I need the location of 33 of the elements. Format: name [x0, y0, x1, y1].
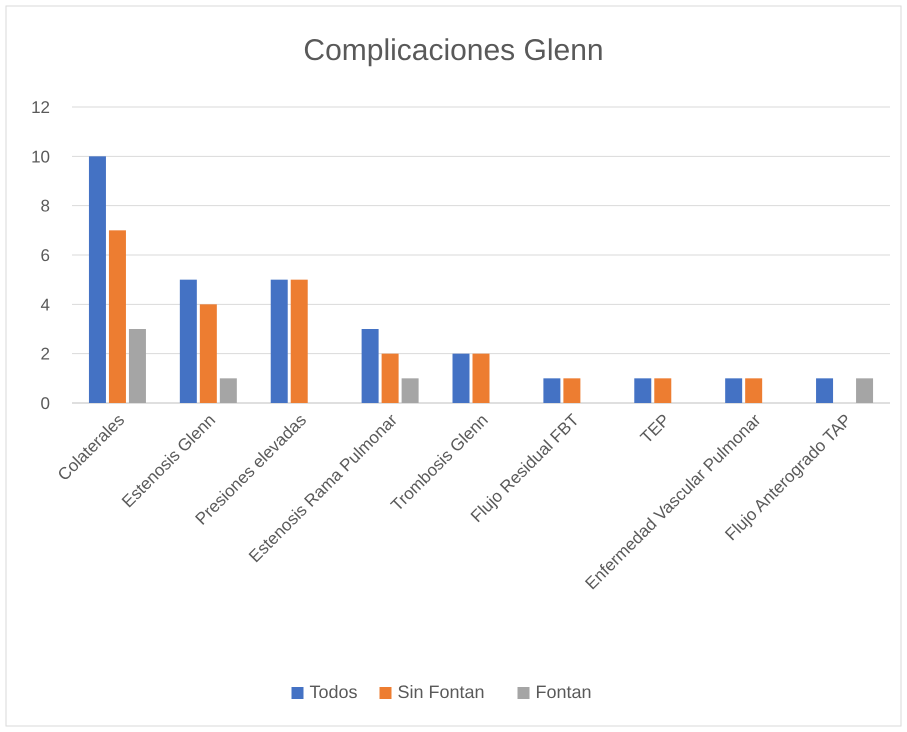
y-tick-label: 2	[40, 344, 50, 364]
legend-label: Fontan	[536, 682, 592, 702]
legend-label: Todos	[310, 682, 358, 702]
bar	[472, 354, 490, 403]
bar	[270, 280, 288, 403]
bar	[180, 280, 197, 403]
y-tick-label: 6	[40, 246, 50, 265]
bar	[128, 329, 146, 403]
bar	[108, 230, 126, 403]
bar	[543, 378, 560, 403]
bar	[290, 280, 308, 403]
bar	[634, 378, 652, 403]
bar	[88, 156, 106, 403]
legend-label: Sin Fontan	[398, 682, 485, 702]
y-tick-label: 0	[40, 394, 50, 413]
bar	[563, 378, 580, 403]
y-tick-label: 8	[40, 196, 50, 216]
bar	[362, 329, 379, 403]
bar	[220, 378, 237, 403]
y-tick-label: 4	[40, 295, 50, 314]
bar	[856, 378, 874, 403]
bar	[452, 354, 470, 403]
bar	[402, 378, 419, 403]
y-tick-label: 10	[31, 147, 50, 166]
chart-title: Complicaciones Glenn	[303, 34, 604, 67]
bar	[200, 304, 217, 403]
bar	[654, 378, 672, 403]
y-tick-label: 12	[31, 98, 50, 117]
bar	[816, 378, 834, 403]
x-tick-label: TEP	[636, 410, 674, 448]
bar	[745, 378, 762, 403]
bar	[725, 378, 742, 403]
bar	[382, 354, 399, 403]
